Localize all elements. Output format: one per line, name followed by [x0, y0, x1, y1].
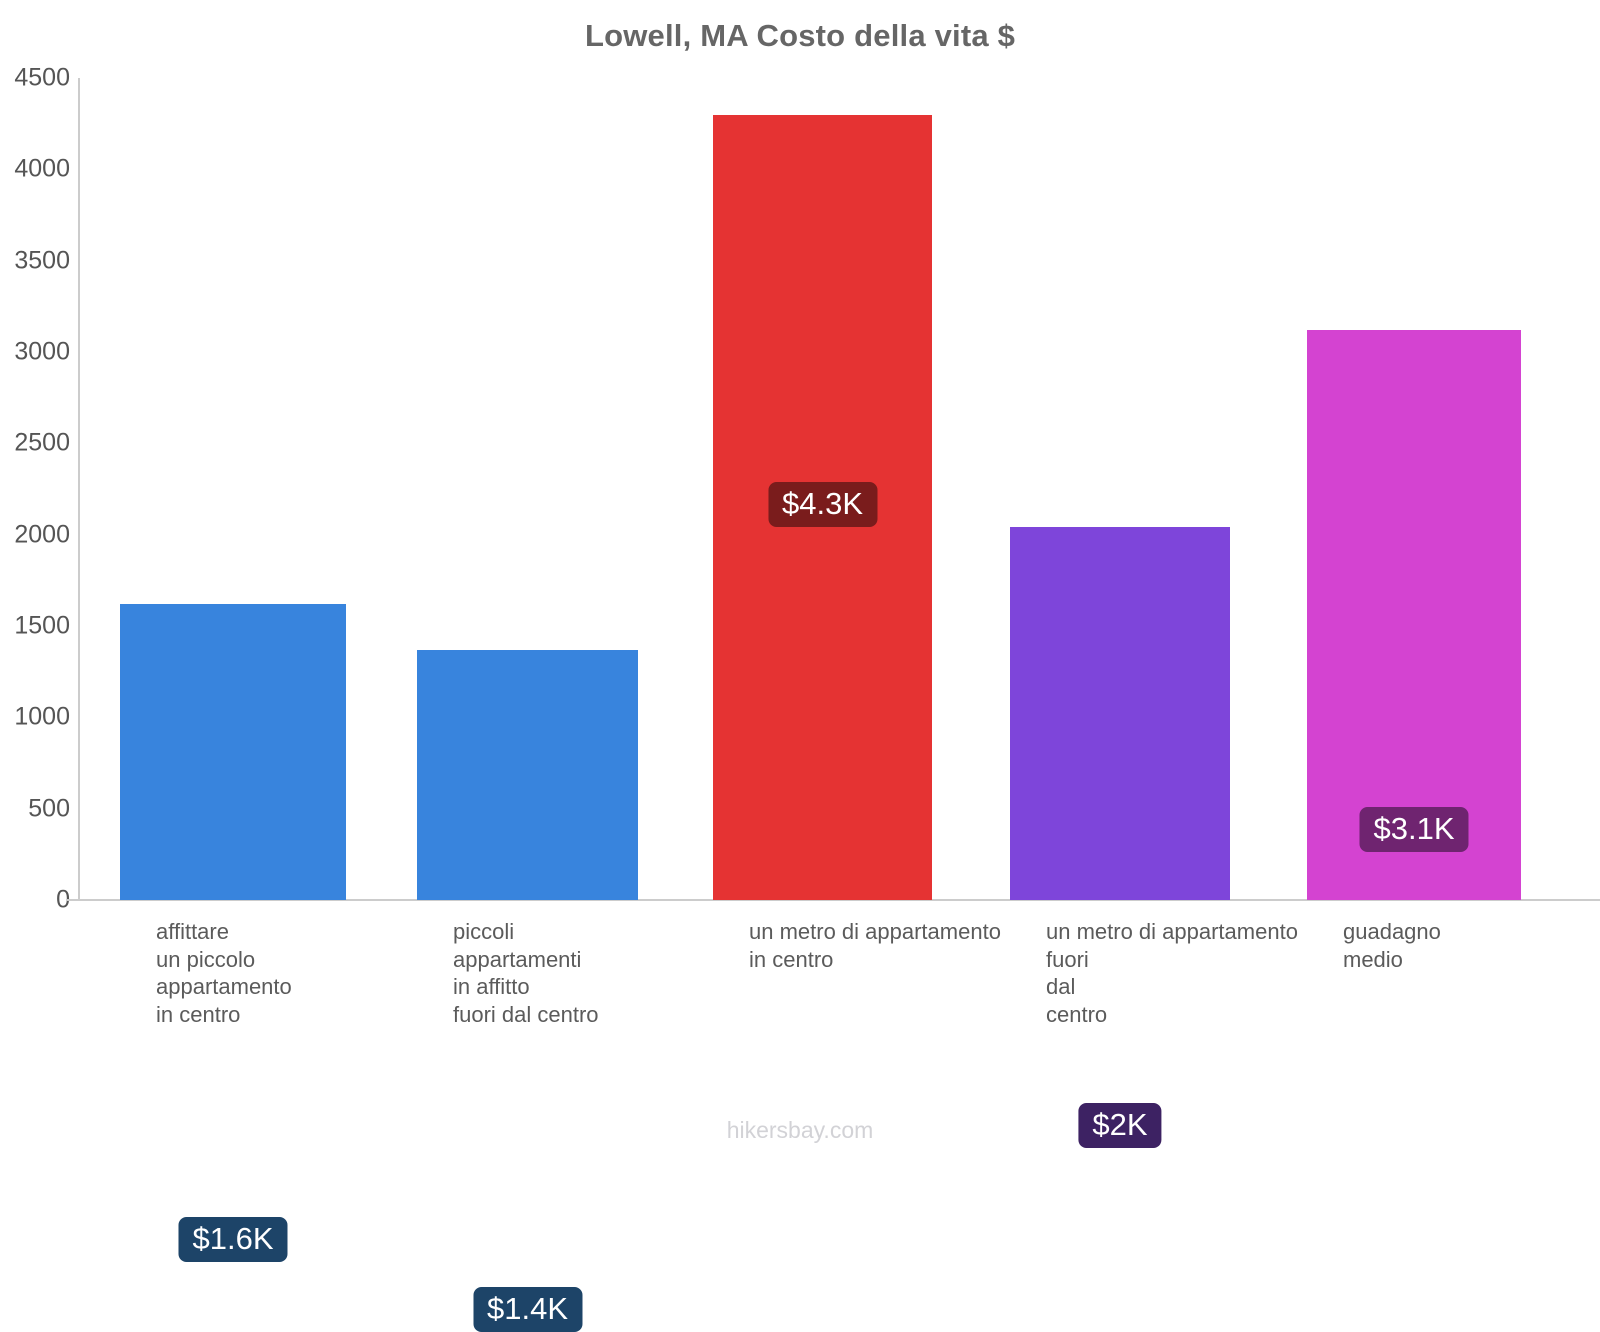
x-axis-category-label-line: dal	[1046, 974, 1076, 999]
x-axis-category-label-line: appartamento	[156, 974, 292, 999]
x-axis-category-label-line: in affitto	[453, 974, 530, 999]
x-axis-category-label-line: fuori	[1046, 946, 1089, 972]
chart-title: Lowell, MA Costo della vita $	[584, 18, 1016, 53]
y-tick-label: 3500	[14, 246, 70, 275]
x-axis-category-label-line: in centro	[156, 1001, 241, 1027]
footer-credit: hikersbay.com	[726, 1117, 874, 1143]
y-axis-tick-labels: 0 500 1000 1500 2000 2500 3000 3500 4000 4500	[0, 0, 70, 1200]
x-axis-category-label-line: un metro di appartamento	[1046, 919, 1298, 944]
x-axis-category-label-line: centro	[1046, 1001, 1108, 1027]
x-axis-category-label-line: fuori dal centro	[453, 1001, 599, 1027]
bar[interactable]: $1.6K	[120, 604, 346, 1263]
y-tick-label: 2000	[14, 520, 70, 549]
bars-layer: $1.6K $1.4K $4.3K $2K $3.1K	[0, 78, 1600, 1332]
y-tick-label: 4500	[14, 63, 70, 92]
bar-value-label: $2K	[1078, 1103, 1162, 1149]
y-tick-label: 2500	[14, 428, 70, 457]
bar[interactable]: $2K	[1010, 527, 1230, 1149]
x-axis-category-label-line: in centro	[749, 946, 834, 972]
y-axis-line	[78, 78, 80, 900]
x-axis-line	[66, 899, 1600, 901]
x-axis-category-labels: affittare un piccolo appartamento in centro…	[0, 918, 1600, 1058]
x-axis-category-label-line: piccoli	[453, 919, 515, 944]
y-tick-label: 3000	[14, 337, 70, 366]
x-axis-category-label: un metro di appartamento fuori dal centro	[1046, 918, 1298, 1028]
bar-value-label: $1.6K	[178, 1217, 288, 1263]
bar-value-label: $3.1K	[1359, 807, 1469, 853]
bar-value-label: $4.3K	[767, 481, 878, 527]
x-axis-category-label-line: un metro di appartamento	[749, 919, 1001, 944]
x-axis-category-label: un metro di appartamento in centro	[749, 918, 1001, 973]
y-tick-label: 1000	[14, 702, 70, 731]
x-axis-category-label-line: un piccolo	[156, 946, 256, 972]
bar[interactable]: $3.1K	[1307, 330, 1521, 900]
y-tick-label: 4000	[14, 154, 70, 183]
bar[interactable]: $4.3K	[713, 114, 932, 900]
y-tick-label: 500	[28, 794, 70, 823]
x-axis-category-label-line: appartamenti	[453, 946, 582, 972]
x-axis-category-label: guadagno medio	[1343, 918, 1441, 973]
x-axis-category-label-line: medio	[1343, 946, 1403, 972]
x-axis-category-label: piccoli appartamenti in affitto fuori dal c…	[453, 918, 599, 1028]
bar[interactable]: $1.4K	[417, 649, 638, 1332]
y-tick-label: 0	[56, 885, 70, 914]
x-axis-category-label-line: guadagno	[1343, 919, 1441, 944]
bar-value-label: $1.4K	[472, 1286, 583, 1332]
x-axis-category-label: affittare un piccolo appartamento in centro	[156, 918, 292, 1028]
y-tick-label: 1500	[14, 611, 70, 640]
x-axis-category-label-line: affittare	[156, 919, 229, 944]
